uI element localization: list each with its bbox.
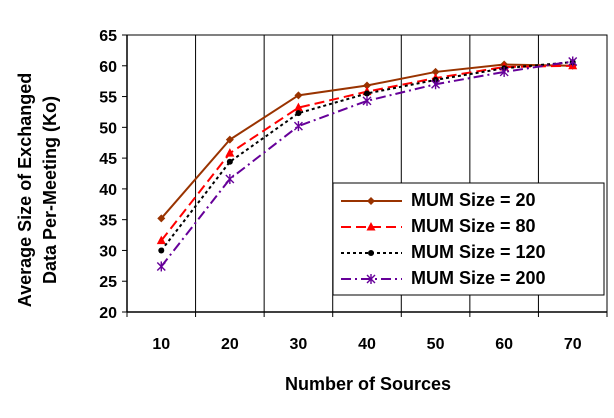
y-tick-label: 35 [99,213,117,230]
data-point-marker [431,79,441,90]
legend-label-series-4: MUM Size = 200 [411,268,546,288]
y-tick-label: 60 [99,59,117,76]
data-point-marker [431,67,440,76]
legend-label-series-2: MUM Size = 80 [411,216,536,236]
legend-marker-series-3 [368,250,374,256]
legend-symbols [341,197,402,284]
data-point-marker [156,261,166,272]
y-tick-label: 45 [99,151,117,168]
legend-label-series-3: MUM Size = 120 [411,242,546,262]
x-tick-label: 40 [358,336,376,353]
legend-label-series-1: MUM Size = 20 [411,190,536,210]
y-tick-label: 40 [99,182,117,199]
data-point-marker [364,90,370,97]
data-point-marker [225,148,235,157]
legend-marker-series-4 [366,274,376,284]
data-series [156,56,578,272]
y-tick-label: 30 [99,243,117,260]
x-axis-title: Number of Sources [285,374,451,394]
x-tick-labels: 10 20 30 40 50 60 70 [126,312,608,353]
y-axis-title-line-2: Data Per-Meeting (Ko) [40,96,60,284]
data-point-marker [225,135,234,144]
legend: MUM Size = 20 MUM Size = 80 MUM Size = 1… [332,182,605,296]
legend-marker-series-2 [366,222,376,231]
y-tick-label: 65 [99,28,117,45]
data-point-marker [157,214,166,223]
data-point-marker [225,174,235,185]
x-tick-label: 70 [564,336,582,353]
x-tick-label: 60 [495,336,513,353]
data-point-marker [293,102,303,112]
y-axis-title-line-1: Average Size of Exchanged [15,73,35,307]
data-point-marker [294,91,303,100]
x-tick-label: 50 [427,336,445,353]
data-point-marker [363,81,371,90]
data-point-marker [568,56,578,67]
axes [126,34,608,313]
data-point-marker [158,247,165,254]
data-point-marker [226,158,233,165]
y-tick-label: 20 [99,305,117,322]
series-4 [156,56,578,272]
data-point-marker [293,121,303,132]
data-point-marker [499,66,509,77]
x-tick-label: 20 [221,336,239,353]
y-tick-labels: 20 25 30 35 40 45 50 55 60 65 [99,28,127,322]
data-point-marker [295,110,302,117]
y-tick-label: 25 [99,274,117,291]
data-point-marker [362,95,372,106]
x-tick-label: 30 [290,336,308,353]
legend-marker-series-1 [367,197,375,205]
x-tick-label: 10 [152,336,170,353]
y-tick-label: 50 [99,120,117,137]
data-point-marker [156,235,166,245]
y-tick-label: 55 [99,90,117,107]
